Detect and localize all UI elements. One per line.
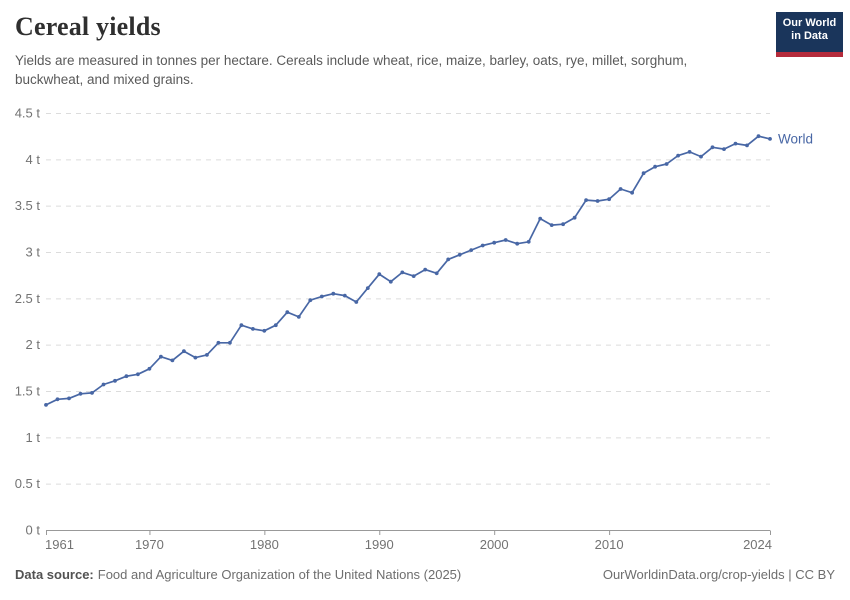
data-point-1993 [411,274,416,278]
data-point-2015 [664,162,669,166]
subtitle-line-1: Yields are measured in tonnes per hectar… [15,53,688,68]
page-subtitle: Yields are measured in tonnes per hectar… [15,51,765,89]
data-point-2018 [699,154,703,159]
data-point-1975 [205,353,209,357]
data-point-1964 [78,391,83,396]
data-point-1974 [193,355,198,360]
y-axis-tick-label: 1.5 t [15,384,41,399]
y-axis-tick-label: 0.5 t [15,476,41,491]
x-axis-tick-label: 2024 [743,537,772,552]
chart-footer: Data source: Food and Agriculture Organiz… [15,567,835,582]
data-point-1988 [354,300,359,304]
data-point-1981 [273,323,278,328]
data-point-2006 [561,222,565,227]
owid-logo: Our World in Data [776,12,843,57]
data-point-2012 [630,190,634,195]
data-point-1970 [147,366,152,371]
data-point-1967 [113,378,117,383]
footer-citation: OurWorldinData.org/crop-yields | CC BY [602,567,835,582]
world-series-label: World [778,131,813,146]
x-axis-tick-label: 1990 [365,537,394,552]
data-point-1995 [434,271,439,276]
y-axis-tick-label: 3 t [26,245,41,260]
data-source-label: Data source: [15,567,94,582]
data-point-2017 [687,150,692,154]
data-point-1963 [67,396,71,401]
data-point-1996 [446,257,451,262]
data-point-2022 [745,143,749,148]
data-point-2010 [607,197,611,202]
x-axis-tick-label: 1961 [45,537,74,552]
data-point-2014 [653,164,657,169]
data-point-1978 [239,323,244,328]
data-point-2000 [492,240,497,245]
data-point-1982 [285,310,290,315]
data-point-2009 [595,199,600,203]
data-point-2004 [538,216,543,221]
y-axis-tick-label: 2 t [26,337,41,352]
y-axis-tick-label: 0 t [26,523,41,538]
data-point-1983 [296,315,301,319]
data-point-1966 [101,382,106,387]
data-point-1972 [170,358,175,363]
y-axis-tick-label: 4 t [26,152,41,167]
data-point-1999 [480,243,485,248]
footer-data-source: Data source: Food and Agriculture Organiz… [15,567,461,582]
owid-logo-line-2: in Data [791,30,828,42]
data-point-1985 [319,294,324,299]
data-point-1992 [400,270,405,275]
data-point-1971 [159,354,163,359]
x-axis-tick-label: 2010 [595,537,624,552]
x-axis-tick-label: 2000 [480,537,509,552]
y-axis-tick-label: 2.5 t [15,291,41,306]
y-axis-tick-label: 4.5 t [15,106,41,121]
data-point-2003 [526,239,531,244]
data-point-1962 [55,397,60,402]
data-point-1986 [331,291,336,296]
world-line-series [45,135,771,406]
subtitle-line-2: buckwheat, and mixed grains. [15,72,194,87]
data-point-1973 [182,349,186,354]
data-point-1969 [136,372,140,377]
data-point-1987 [342,293,347,298]
data-point-2023 [756,134,761,139]
data-point-1968 [124,374,129,379]
data-point-1961 [44,403,48,407]
data-point-2020 [722,147,726,152]
data-point-1990 [377,272,382,277]
data-point-2011 [618,187,623,191]
data-point-2024 [768,137,772,141]
y-axis-tick-label: 1 t [26,430,41,445]
y-axis-tick-label: 3.5 t [15,198,41,213]
data-point-2019 [710,145,715,150]
data-point-2013 [641,171,646,176]
data-point-2021 [733,141,738,146]
owid-logo-line-1: Our World [782,17,837,29]
data-point-1991 [388,279,393,284]
page-title: Cereal yields [15,12,161,41]
data-point-1997 [457,252,462,257]
data-point-2007 [572,215,577,220]
data-point-1977 [228,340,232,345]
data-point-1965 [90,391,94,395]
data-point-2008 [584,198,588,203]
data-source-value: Food and Agriculture Organization of the… [97,567,462,582]
data-point-1984 [308,298,313,303]
data-point-2002 [515,241,520,246]
data-point-1976 [216,340,221,345]
data-point-2001 [503,238,508,242]
data-point-1994 [423,267,428,272]
x-axis-tick-label: 1970 [135,537,164,552]
data-point-1980 [262,328,267,333]
data-point-2016 [676,153,680,158]
data-point-1979 [251,327,255,331]
data-point-1989 [365,286,370,290]
x-axis-tick-label: 1980 [250,537,279,552]
data-point-1998 [469,248,474,253]
data-point-2005 [549,223,554,228]
